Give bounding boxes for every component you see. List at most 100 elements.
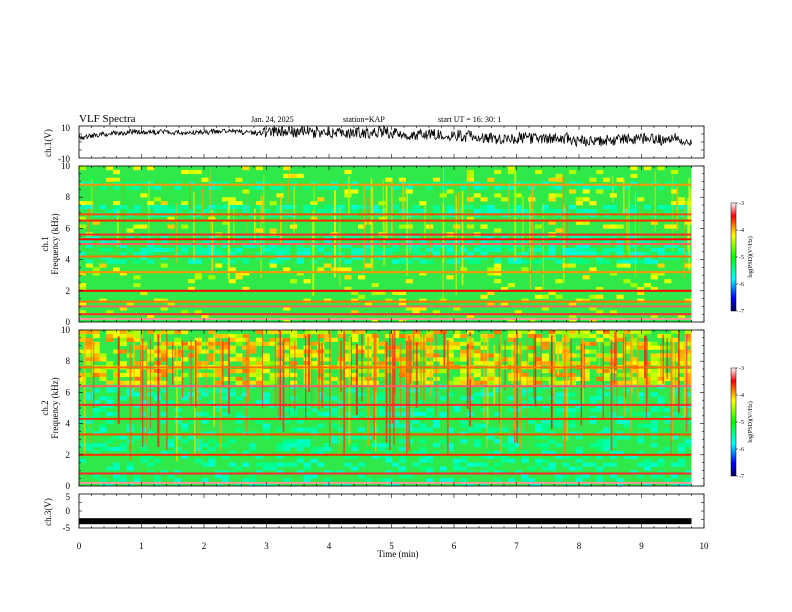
spectrogram-cell	[228, 450, 236, 456]
spectrogram-cell	[208, 372, 216, 378]
spectrogram-cell	[507, 247, 515, 253]
spectrogram-cell	[242, 392, 250, 397]
spectrogram-cell	[528, 197, 536, 202]
spectrogram-band	[79, 183, 692, 186]
spectrogram-cell	[79, 419, 87, 424]
spectrogram-cell	[684, 263, 692, 268]
spectrogram-streak	[280, 195, 282, 243]
spectrogram-cell	[480, 482, 488, 487]
time-tick-label: 3	[264, 541, 269, 551]
spectrogram-cell	[419, 447, 427, 452]
spectrogram-cell	[364, 333, 372, 339]
spectrogram-cell	[446, 275, 454, 280]
spectrogram-streak	[83, 336, 86, 454]
spectrogram-cell	[358, 462, 366, 467]
spectrogram-cell	[575, 376, 583, 381]
spectrogram-cell	[684, 361, 692, 366]
spectrogram-cell	[589, 247, 597, 253]
spectrogram-cell	[453, 357, 461, 362]
spectrogram-cell	[255, 337, 263, 342]
spectrogram-cell	[215, 361, 223, 366]
spectrogram-cell	[507, 169, 515, 175]
spectrogram-cell	[480, 462, 488, 467]
spectrogram-cell	[201, 372, 209, 378]
spectrogram-cell	[603, 376, 611, 381]
spectrogram-cell	[398, 208, 406, 214]
spectrogram-cell	[85, 263, 93, 268]
spectrogram-cell	[92, 408, 100, 413]
spectrogram-cell	[174, 208, 182, 214]
spectrogram-streak	[166, 333, 168, 450]
spectrogram-cell	[85, 345, 93, 350]
spectrogram-cell	[426, 369, 434, 374]
spectrogram-streak	[660, 344, 662, 378]
spectrogram-cell	[92, 388, 100, 393]
spectrogram-cell	[460, 478, 468, 483]
spectrogram-streak	[673, 338, 675, 407]
spectrogram-cell	[201, 411, 209, 417]
spectrogram-cell	[453, 251, 461, 256]
spectrogram-cell	[269, 330, 277, 335]
spectrogram-streak	[469, 336, 471, 380]
ch1-colorbar: -3-4-5-6-7 log(PSD)(V²/Hz)	[730, 201, 754, 315]
spectrogram-cell	[657, 333, 665, 339]
spectrogram-band	[79, 366, 692, 369]
spectrogram-cell	[167, 400, 175, 405]
spectrogram-cell	[221, 392, 229, 397]
spectrogram-cell	[630, 244, 638, 249]
spectrogram-cell	[317, 197, 325, 202]
spectrogram-cell	[337, 251, 345, 256]
spectrogram-cell	[569, 205, 577, 210]
ch1-voltage-panel: 10 -10 ch.1(V)	[43, 123, 705, 164]
spectrogram-cell	[317, 349, 325, 354]
spectrogram-cell	[208, 275, 216, 280]
spectrogram-cell	[548, 290, 556, 295]
spectrogram-cell	[589, 201, 597, 206]
spectrogram-cell	[562, 454, 570, 459]
spectrogram-cell	[453, 208, 461, 214]
spectrogram-cell	[126, 247, 134, 253]
spectrogram-cell	[603, 330, 611, 335]
spectrogram-cell	[541, 450, 549, 456]
spectrogram-cell	[296, 439, 304, 444]
spectrogram-cell	[324, 396, 332, 401]
spectrogram-cell	[453, 330, 461, 335]
spectrogram-cell	[535, 357, 543, 362]
spectrogram-cell	[194, 169, 202, 175]
spectrogram-cell	[358, 411, 366, 417]
spectrogram-cell	[106, 333, 114, 339]
spectrogram-cell	[221, 474, 229, 479]
spectrogram-cell	[378, 341, 386, 346]
spectrogram-cell	[317, 376, 325, 381]
spectrogram-cell	[174, 337, 182, 342]
spectrogram-cell	[507, 208, 515, 214]
spectrogram-streak	[318, 342, 321, 378]
spectrogram-cell	[582, 208, 590, 214]
spectrogram-cell	[140, 255, 148, 260]
spectrogram-streak	[254, 208, 256, 245]
spectrogram-cell	[235, 236, 243, 241]
spectrogram-cell	[235, 357, 243, 362]
spectrogram-cell	[630, 330, 638, 335]
spectrogram-cell	[555, 396, 563, 401]
spectrogram-cell	[262, 369, 270, 374]
spectrogram-cell	[426, 361, 434, 366]
spectrogram-cell	[113, 478, 121, 483]
spectrogram-cell	[344, 169, 352, 175]
spectrogram-cell	[262, 380, 270, 385]
spectrogram-cell	[487, 302, 495, 307]
spectrogram-cell	[364, 263, 372, 268]
spectrogram-cell	[106, 482, 114, 487]
spectrogram-cell	[242, 369, 250, 374]
spectrogram-cell	[385, 247, 393, 253]
spectrogram-cell	[562, 330, 570, 335]
spectrogram-cell	[201, 419, 209, 424]
spectrogram-cell	[215, 349, 223, 354]
spectrogram-streak	[189, 181, 191, 213]
spectrogram-cell	[589, 408, 597, 413]
spectrogram-cell	[99, 205, 107, 210]
spectrogram-cell	[664, 372, 672, 378]
spectrogram-cell	[446, 208, 454, 214]
spectrogram-cell	[514, 259, 522, 264]
spectrogram-streak	[646, 338, 648, 405]
